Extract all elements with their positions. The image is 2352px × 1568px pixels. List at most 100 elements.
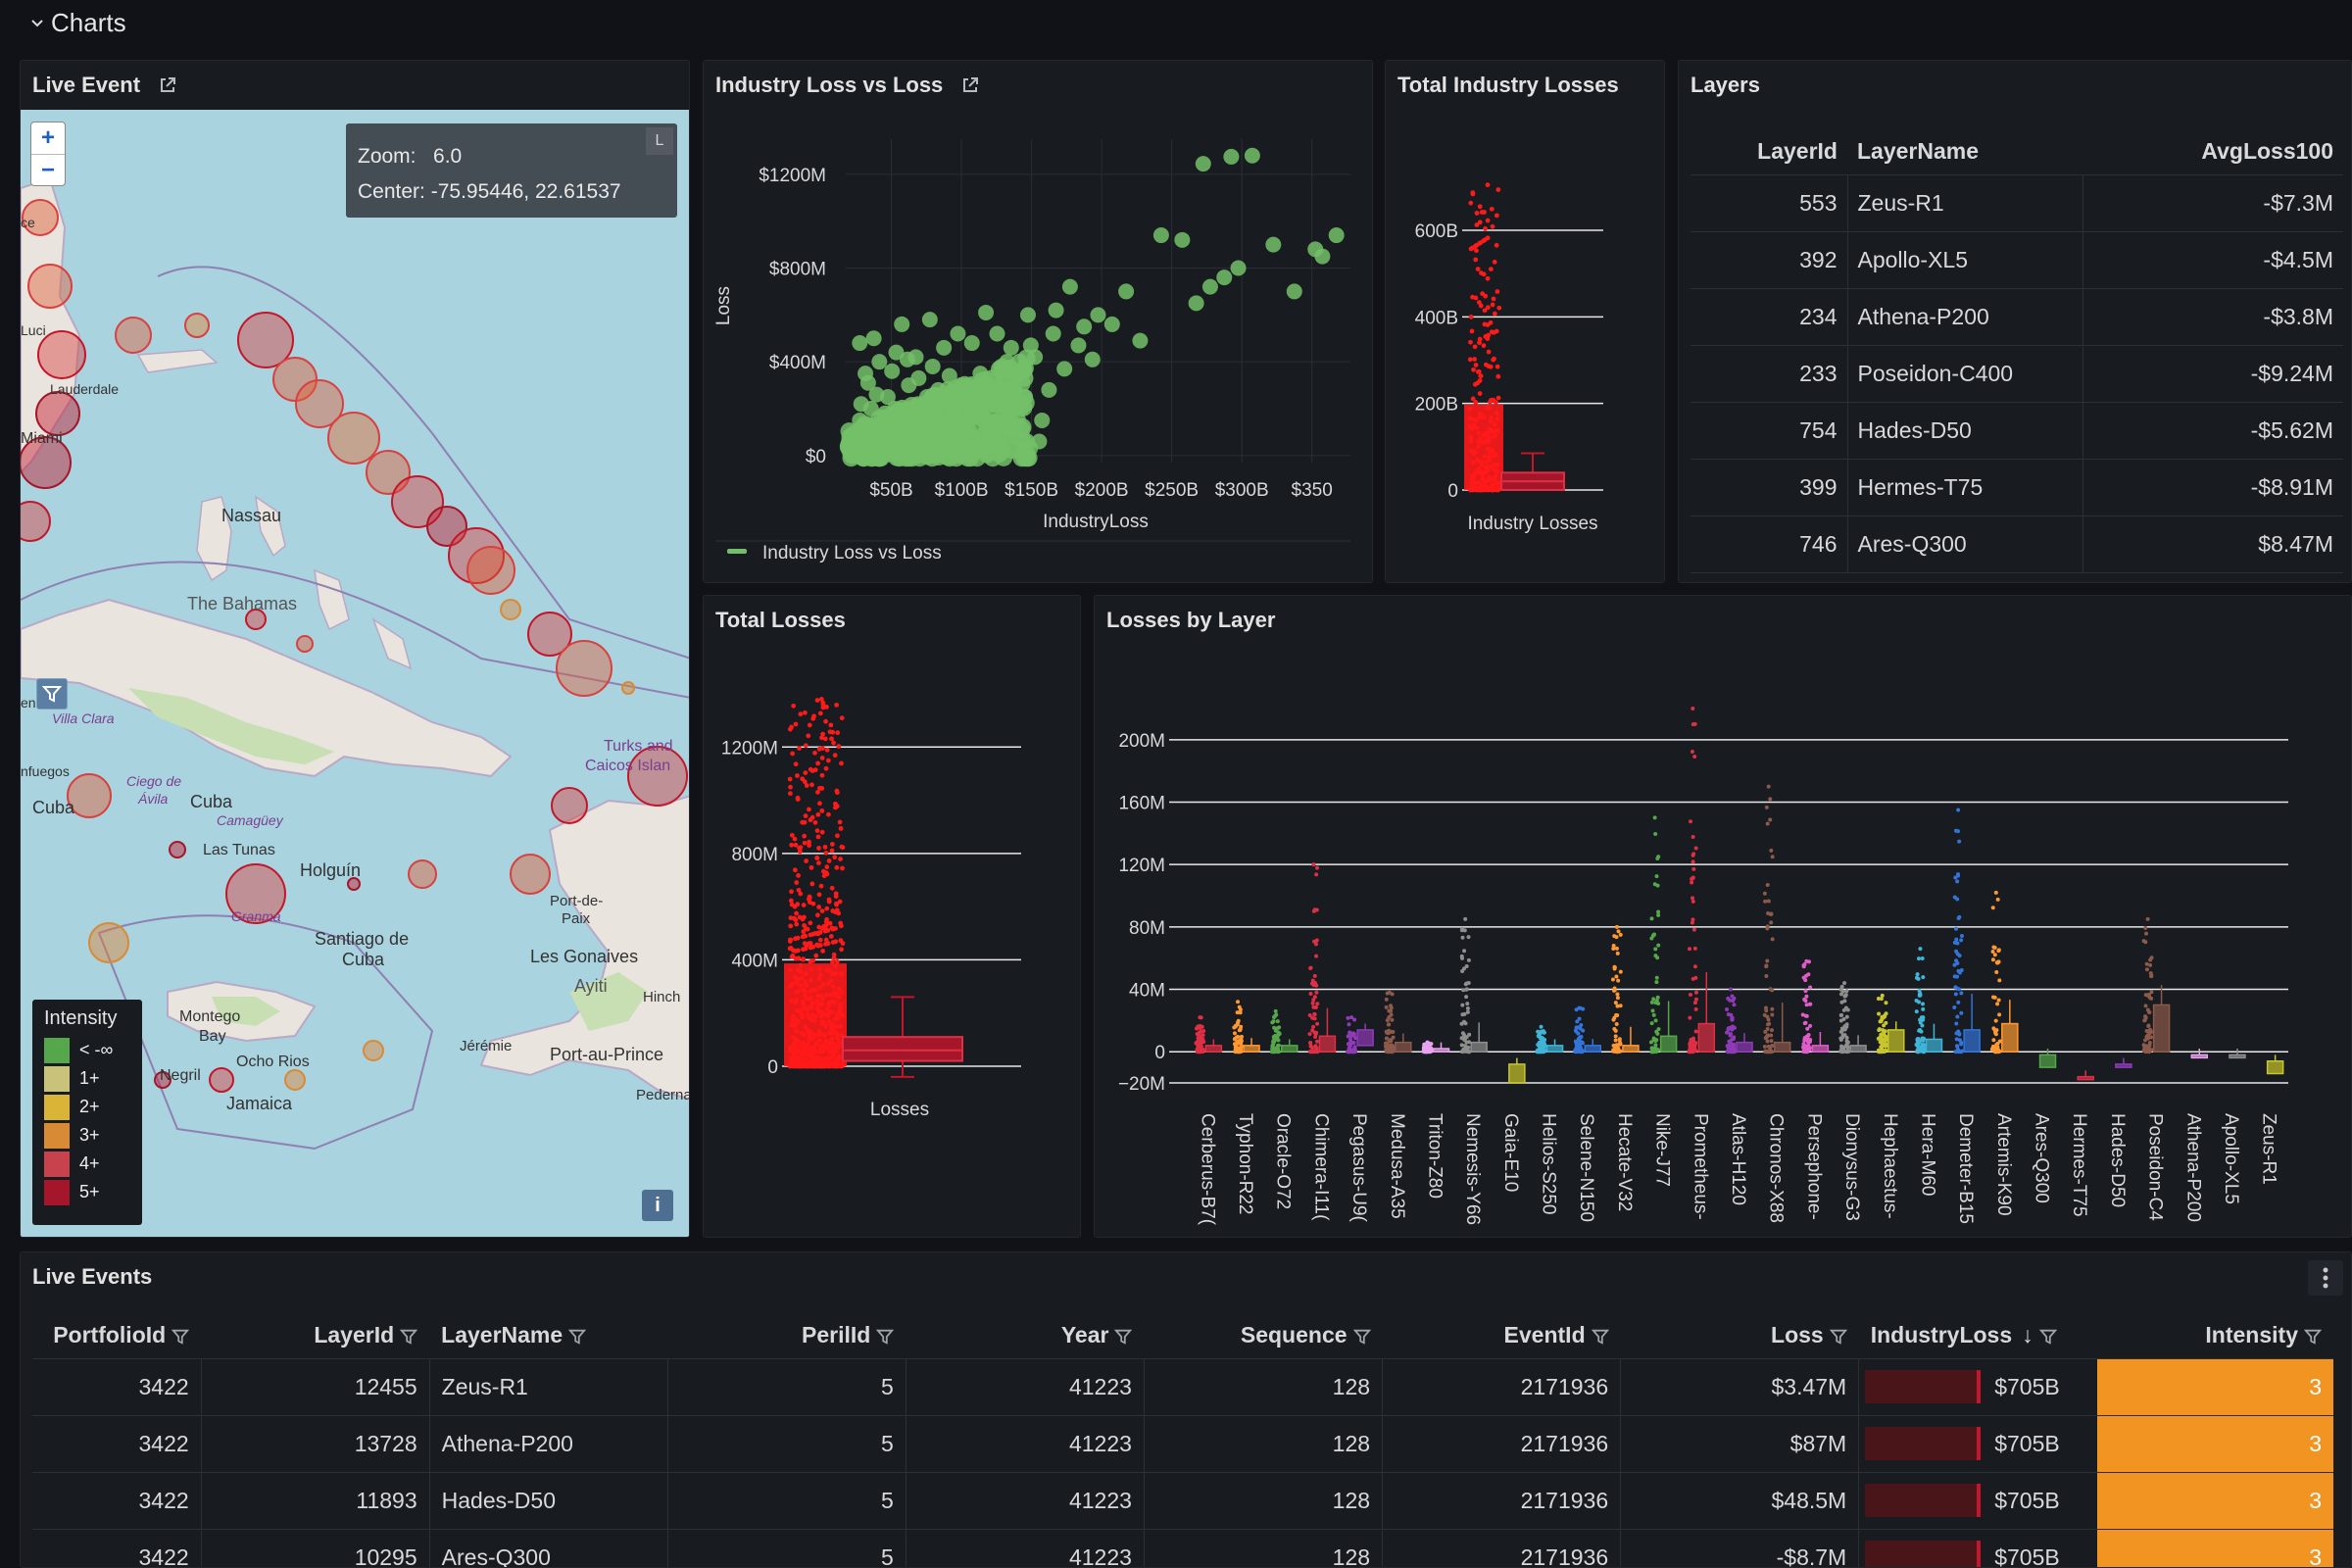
column-header-layerid[interactable]: LayerId bbox=[201, 1313, 430, 1359]
layer-series[interactable] bbox=[1346, 1015, 1374, 1054]
column-header-sequence[interactable]: Sequence bbox=[1144, 1313, 1383, 1359]
table-row[interactable]: 553 Zeus-R1 -$7.3M bbox=[1690, 174, 2343, 232]
map-label-turks: Turks and bbox=[604, 738, 673, 755]
table-row[interactable]: 392 Apollo-XL5 -$4.5M bbox=[1690, 231, 2343, 289]
filter-icon[interactable] bbox=[568, 1328, 587, 1346]
data-point bbox=[1993, 1032, 1998, 1037]
losses-box-chart[interactable]: 0 400M 800M 1200M Losses bbox=[704, 596, 1081, 1238]
layer-series[interactable] bbox=[1421, 1040, 1450, 1054]
column-header-avgloss100[interactable]: AvgLoss100 bbox=[2082, 129, 2343, 175]
cell-layerid: 392 bbox=[1690, 231, 1847, 289]
layer-series[interactable] bbox=[1876, 993, 1905, 1054]
table-row[interactable]: 754 Hades-D50 -$5.62M bbox=[1690, 402, 2343, 460]
column-header-portfolioid[interactable]: PortfolioId bbox=[32, 1313, 202, 1359]
layer-series[interactable] bbox=[1269, 1008, 1298, 1054]
table-row[interactable]: 3422 12455 Zeus-R1 5 41223 128 2171936 $3.47M $7… bbox=[32, 1358, 2333, 1416]
layer-series[interactable] bbox=[2077, 1070, 2094, 1081]
table-row[interactable]: 234 Athena-P200 -$3.8M bbox=[1690, 288, 2343, 346]
scatter-point bbox=[1286, 283, 1302, 300]
layer-series[interactable] bbox=[1232, 1000, 1260, 1054]
layer-series[interactable] bbox=[1762, 784, 1791, 1054]
table-row[interactable]: 3422 10295 Ares-Q300 5 41223 128 2171936 -$8.7M… bbox=[32, 1529, 2333, 1567]
map-canvas[interactable]: Nassau The Bahamas Cuba Camagüey Las Tun… bbox=[21, 110, 690, 1237]
layer-series[interactable] bbox=[1610, 924, 1640, 1054]
layer-series[interactable] bbox=[1725, 987, 1753, 1054]
data-point bbox=[1201, 1040, 1206, 1045]
table-row[interactable]: 399 Hermes-T75 -$8.91M bbox=[1690, 459, 2343, 516]
layer-series[interactable] bbox=[1648, 815, 1678, 1054]
data-point bbox=[1236, 1018, 1241, 1023]
filter-icon[interactable] bbox=[1114, 1328, 1133, 1346]
map-info-button[interactable]: i bbox=[642, 1190, 673, 1221]
column-header-layername[interactable]: LayerName bbox=[429, 1313, 668, 1359]
layer-series[interactable] bbox=[1952, 808, 1981, 1054]
table-row[interactable]: 3422 11893 Hades-D50 5 41223 128 2171936 $48.5M… bbox=[32, 1472, 2333, 1530]
layer-series[interactable] bbox=[1459, 916, 1488, 1054]
data-point bbox=[1576, 1025, 1581, 1030]
filter-icon[interactable] bbox=[400, 1328, 418, 1346]
sort-desc-icon[interactable]: ↓ bbox=[2022, 1322, 2034, 1348]
map-filter-button[interactable] bbox=[36, 678, 68, 710]
filter-icon[interactable] bbox=[876, 1328, 895, 1346]
table-row[interactable]: 233 Poseidon-C400 -$9.24M bbox=[1690, 345, 2343, 403]
legend-label[interactable]: Industry Loss vs Loss bbox=[762, 543, 942, 564]
layer-series[interactable] bbox=[1800, 958, 1830, 1054]
layer-series[interactable] bbox=[2190, 1049, 2209, 1059]
external-link-icon[interactable] bbox=[158, 75, 177, 95]
layer-series[interactable] bbox=[1194, 1015, 1223, 1054]
layer-series[interactable] bbox=[1838, 981, 1867, 1054]
layer-series[interactable] bbox=[2038, 1049, 2057, 1068]
layer-series[interactable] bbox=[2229, 1049, 2246, 1059]
column-header-eventid[interactable]: EventId bbox=[1382, 1313, 1621, 1359]
x-tick-label: Zeus-R1 bbox=[2259, 1113, 2279, 1185]
layer-series[interactable] bbox=[1914, 947, 1943, 1054]
filter-icon[interactable] bbox=[1352, 1328, 1371, 1346]
layer-series[interactable] bbox=[1535, 1024, 1564, 1054]
table-row[interactable]: 746 Ares-Q300 $8.47M bbox=[1690, 515, 2343, 573]
x-tick-label: Demeter-B15 bbox=[1955, 1113, 1976, 1224]
losses-by-layer-chart[interactable]: −20M 0 40M 80M 120M 160M 200M Cerberus-B7(Typho… bbox=[1095, 596, 2352, 1238]
panel-menu-button[interactable] bbox=[2308, 1260, 2343, 1296]
zoom-out-button[interactable]: − bbox=[31, 154, 65, 185]
layer-series[interactable] bbox=[2115, 1057, 2132, 1068]
column-header-year[interactable]: Year bbox=[906, 1313, 1145, 1359]
column-header-intensity[interactable]: Intensity bbox=[2096, 1313, 2333, 1359]
data-point bbox=[1990, 906, 1995, 910]
scatter-chart[interactable]: $0 $400M $800M $1200M $50B $100B $150B $200B $25… bbox=[704, 61, 1373, 583]
zoom-in-button[interactable]: + bbox=[40, 124, 55, 151]
data-point bbox=[1955, 1014, 1960, 1019]
column-header-industryloss[interactable]: IndustryLoss ↓ bbox=[1858, 1313, 2097, 1359]
column-header-perilid[interactable]: PerilId bbox=[667, 1313, 906, 1359]
map[interactable]: Nassau The Bahamas Cuba Camagüey Las Tun… bbox=[21, 110, 690, 1237]
filter-icon[interactable] bbox=[172, 1328, 190, 1346]
data-point bbox=[1990, 957, 1995, 962]
layer-series[interactable] bbox=[1573, 1005, 1601, 1054]
layer-badge[interactable]: L bbox=[646, 127, 673, 155]
layer-series[interactable] bbox=[1508, 1057, 1526, 1084]
filter-icon[interactable] bbox=[2304, 1328, 2322, 1346]
filter-icon[interactable] bbox=[1829, 1328, 1847, 1346]
layer-series[interactable] bbox=[1307, 862, 1337, 1054]
layer-series[interactable] bbox=[2266, 1054, 2284, 1075]
industry-losses-box-chart[interactable]: 0 200B 400B 600B Industry Losses bbox=[1386, 61, 1665, 583]
column-header-label: EventId bbox=[1503, 1322, 1586, 1348]
layer-series[interactable] bbox=[1989, 890, 2019, 1054]
layer-series[interactable] bbox=[2141, 916, 2171, 1054]
charts-section-header[interactable]: Charts bbox=[29, 6, 126, 39]
data-point bbox=[1959, 938, 1964, 943]
filter-icon[interactable] bbox=[1591, 1328, 1609, 1346]
layer-series[interactable] bbox=[1383, 990, 1412, 1054]
column-header-layername[interactable]: LayerName bbox=[1847, 129, 2082, 175]
column-header-layerid[interactable]: LayerId bbox=[1690, 129, 1847, 175]
data-point bbox=[1730, 1017, 1735, 1022]
layer-series[interactable] bbox=[1687, 707, 1716, 1054]
filter-icon[interactable] bbox=[2038, 1328, 2057, 1346]
event-markers[interactable] bbox=[21, 199, 688, 1195]
external-link-icon[interactable] bbox=[960, 75, 980, 95]
table-row[interactable]: 3422 13728 Athena-P200 5 41223 128 2171936 $87M… bbox=[32, 1415, 2333, 1473]
data-point bbox=[1469, 328, 1475, 334]
data-point bbox=[1954, 958, 1959, 963]
column-header-loss[interactable]: Loss bbox=[1620, 1313, 1859, 1359]
data-point bbox=[1690, 1040, 1694, 1045]
data-point bbox=[1308, 991, 1313, 996]
